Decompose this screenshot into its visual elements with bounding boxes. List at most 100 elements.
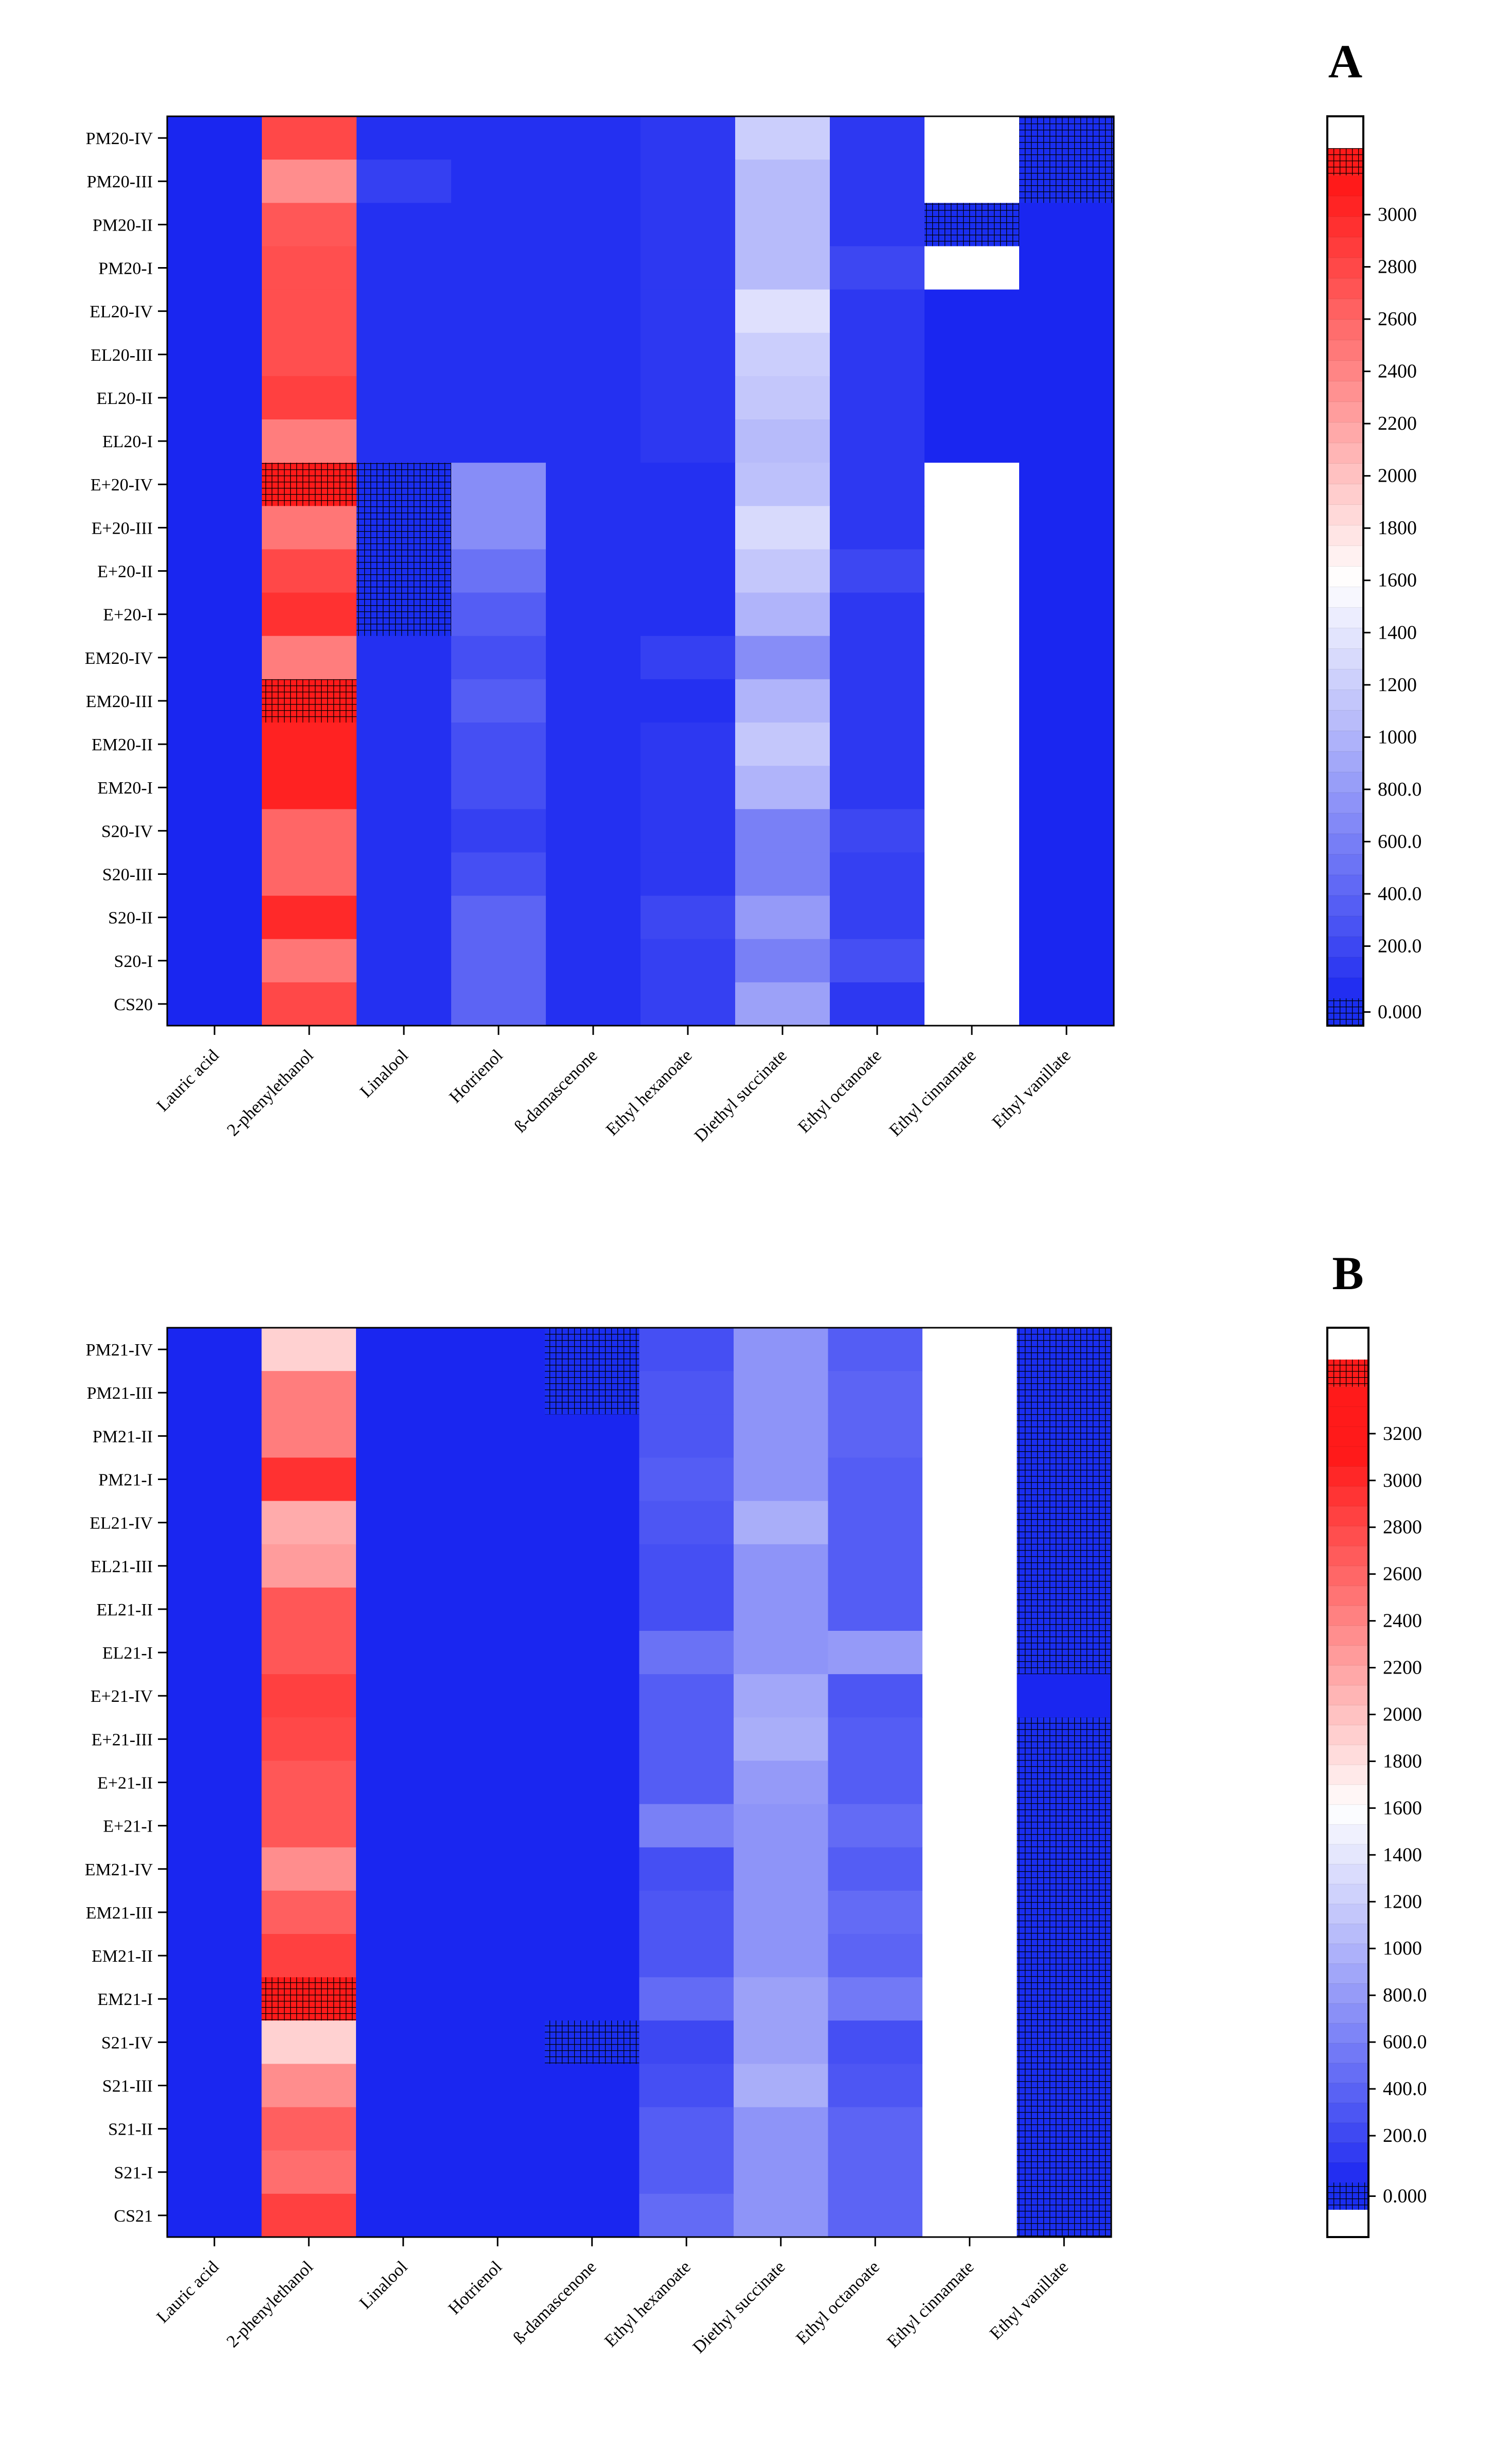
heatmap-cell <box>261 1457 357 1502</box>
heatmap-cell <box>922 1501 1018 1545</box>
heatmap-cell <box>357 809 452 853</box>
row-label: EL21-II <box>96 1600 153 1620</box>
heatmap-cell <box>451 939 546 983</box>
heatmap-cell <box>262 723 357 766</box>
colorbar-frame <box>1326 1327 1369 2238</box>
colorbar-band <box>1327 813 1363 834</box>
heatmap-cell <box>451 895 546 940</box>
heatmap-cell <box>639 2150 734 2194</box>
heatmap-cell <box>167 1631 262 1675</box>
row-label: E+20-IV <box>91 476 153 495</box>
colorbar-band <box>1327 1884 1368 1905</box>
column-label: Hotrienol <box>445 2257 506 2318</box>
colorbar-tick-label: 1400 <box>1383 1844 1422 1866</box>
heatmap-cell <box>261 1847 357 1891</box>
heatmap-cell <box>356 2020 451 2065</box>
heatmap-cell <box>734 1674 829 1718</box>
row-label: E+20-III <box>92 519 153 538</box>
colorbar-above-swatch <box>1327 116 1363 148</box>
heatmap-cell <box>357 852 452 896</box>
colorbar-band <box>1327 1705 1368 1726</box>
heatmap-cell <box>167 506 262 550</box>
heatmap-cell <box>924 116 1020 160</box>
colorbar-band <box>1327 1406 1368 1427</box>
column-label: ß-damascenone <box>511 1046 601 1136</box>
heatmap-cell <box>167 376 262 420</box>
heatmap-cell <box>167 679 262 723</box>
heatmap-cell <box>167 289 262 333</box>
colorbar-band <box>1327 1745 1368 1765</box>
heatmap-cell <box>828 1934 923 1978</box>
heatmap-cell <box>546 766 641 810</box>
column-label: Linalool <box>356 2257 412 2313</box>
heatmap-cell <box>734 1977 829 2021</box>
heatmap-cell <box>922 1631 1018 1675</box>
heatmap-cell <box>451 289 546 333</box>
heatmap-cell <box>639 1804 734 1848</box>
heatmap-cell <box>546 723 641 766</box>
colorbar-band <box>1327 710 1363 731</box>
heatmap-cell <box>261 1587 357 1631</box>
heatmap-cell <box>924 376 1020 420</box>
heatmap-cell <box>357 592 452 637</box>
heatmap-cell <box>830 852 925 896</box>
heatmap-cell <box>1017 2193 1112 2238</box>
heatmap-cell <box>641 939 736 983</box>
heatmap-cell <box>167 636 262 680</box>
heatmap-cell <box>922 2150 1018 2194</box>
colorbar-tick-label: 800.0 <box>1383 1984 1427 2006</box>
heatmap-cell <box>830 419 925 463</box>
heatmap-cell <box>830 766 925 810</box>
heatmap-cell <box>356 1501 451 1545</box>
row-label: EL20-IV <box>90 303 153 322</box>
heatmap-cell <box>262 506 357 550</box>
heatmap-cell <box>641 419 736 463</box>
heatmap-cell <box>450 1371 545 1415</box>
colorbar-tick-label: 1000 <box>1383 1938 1422 1959</box>
heatmap-cell <box>546 636 641 680</box>
column-label: Lauric acid <box>153 1046 223 1115</box>
heatmap-cell <box>545 1328 640 1371</box>
heatmap-cell <box>1017 1804 1112 1848</box>
colorbar-band <box>1327 937 1363 958</box>
heatmap-cell <box>451 332 546 377</box>
heatmap-cell <box>356 1371 451 1415</box>
heatmap-cell <box>1017 1457 1112 1502</box>
heatmap-cell <box>734 1501 829 1545</box>
heatmap-cell <box>830 463 925 506</box>
heatmap-cell <box>357 246 452 290</box>
heatmap-cell <box>828 1587 923 1631</box>
colorbar-tick-label: 1200 <box>1383 1891 1422 1912</box>
heatmap-cell <box>1017 1890 1112 1934</box>
heatmap-cell <box>357 636 452 680</box>
colorbar-band <box>1327 607 1363 628</box>
colorbar-band <box>1327 2063 1368 2084</box>
heatmap-cell <box>828 1674 923 1718</box>
heatmap-cell <box>546 289 641 333</box>
heatmap-cell <box>545 2193 640 2238</box>
colorbar-tick-label: 0.000 <box>1383 2185 1427 2207</box>
colorbar-band <box>1327 545 1363 567</box>
heatmap-cell <box>1017 1847 1112 1891</box>
heatmap-cell <box>546 246 641 290</box>
heatmap-cell <box>167 723 262 766</box>
heatmap-cell <box>828 2193 923 2238</box>
heatmap-cell <box>356 2193 451 2238</box>
heatmap-cell <box>450 1934 545 1978</box>
heatmap-cell <box>261 1761 357 1805</box>
heatmap-cell <box>167 332 262 377</box>
heatmap-cell <box>167 1414 262 1458</box>
heatmap-cell <box>735 332 830 377</box>
heatmap-cell <box>830 723 925 766</box>
heatmap-cell <box>639 1457 734 1502</box>
heatmap-cell <box>167 1717 262 1762</box>
heatmap-cell <box>639 1544 734 1588</box>
colorbar-over-swatch <box>1327 1359 1368 1387</box>
heatmap-cell <box>735 723 830 766</box>
column-label: ß-damascenone <box>510 2257 600 2348</box>
heatmap-cell <box>830 246 925 290</box>
heatmap-cell <box>261 1804 357 1848</box>
heatmap-cell <box>356 1934 451 1978</box>
heatmap-cell <box>639 1847 734 1891</box>
